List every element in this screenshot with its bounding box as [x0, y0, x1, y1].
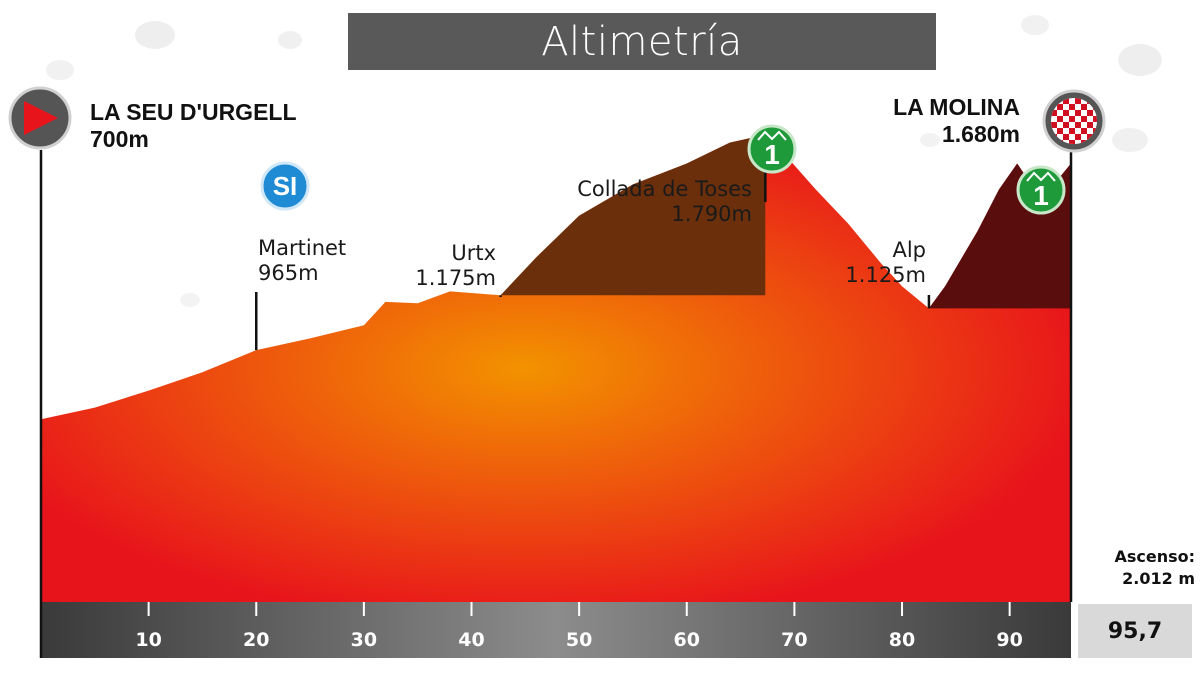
point-altitude: 1.175m — [415, 266, 496, 290]
start-flag-icon — [8, 86, 72, 150]
point-name: Collada de Toses — [577, 177, 752, 201]
point-altitude: 965m — [258, 261, 319, 285]
sprint-label: SI — [273, 171, 298, 201]
finish-checkered-icon — [1042, 89, 1106, 153]
tick-label: 90 — [996, 629, 1022, 651]
start-label: LA SEU D'URGELL 700m — [90, 99, 297, 153]
point-label-alp: Alp 1.125m — [826, 238, 926, 288]
tick-label: 10 — [135, 629, 161, 651]
start-name: LA SEU D'URGELL — [90, 99, 297, 125]
total-distance: 95,7 — [1078, 604, 1192, 658]
mountain-icon — [757, 130, 787, 141]
background-drops — [46, 15, 1162, 307]
point-label-urtx: Urtx 1.175m — [396, 241, 496, 291]
mountain-category-1-icon: 1 — [1016, 165, 1066, 215]
finish-altitude: 1.680m — [941, 121, 1020, 147]
finish-name: LA MOLINA — [893, 94, 1020, 120]
intermediate-sprint-icon: SI — [260, 161, 310, 211]
tick-label: 70 — [781, 629, 807, 651]
point-label-toses: Collada de Toses 1.790m — [540, 177, 752, 227]
chart-title: Altimetría — [348, 13, 936, 70]
profile-area — [41, 134, 1071, 603]
tick-label: 30 — [351, 629, 377, 651]
finish-label: LA MOLINA 1.680m — [820, 94, 1020, 148]
tick-label: 50 — [566, 629, 592, 651]
point-altitude: 1.125m — [845, 263, 926, 287]
tick-label: 40 — [458, 629, 484, 651]
ascent-summary: Ascenso: 2.012 m — [1085, 546, 1195, 590]
tick-label: 60 — [674, 629, 700, 651]
point-altitude: 1.790m — [671, 202, 752, 226]
point-name: Alp — [892, 238, 926, 262]
ascent-label: Ascenso: — [1114, 547, 1195, 566]
tick-label: 20 — [243, 629, 269, 651]
mountain-icon — [1026, 171, 1056, 182]
tick-label: 80 — [889, 629, 915, 651]
distance-axis: 10 20 30 40 50 60 70 80 90 — [39, 602, 1071, 658]
axis-bar — [41, 602, 1071, 658]
mountain-category-1-icon: 1 — [747, 124, 797, 174]
badges: SI 1 1 — [8, 86, 1106, 215]
start-altitude: 700m — [90, 126, 149, 152]
ascent-value: 2.012 m — [1122, 569, 1195, 588]
climb-category-label: 1 — [764, 139, 780, 170]
point-label-martinet: Martinet 965m — [258, 236, 346, 286]
point-name: Martinet — [258, 236, 347, 260]
climb-area-1 — [500, 134, 766, 296]
point-name: Urtx — [451, 241, 496, 265]
climb-category-label: 1 — [1033, 180, 1049, 211]
